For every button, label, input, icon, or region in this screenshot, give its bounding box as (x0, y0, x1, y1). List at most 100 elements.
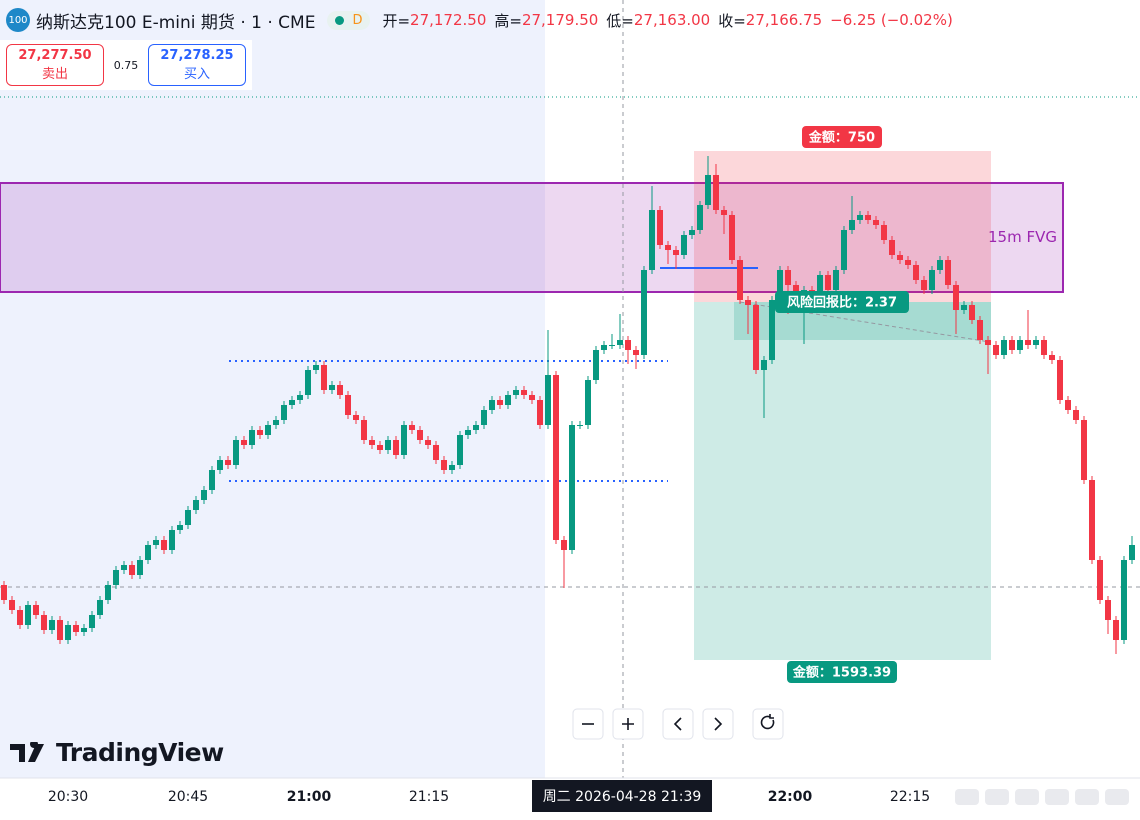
candle-body (249, 430, 255, 445)
axis-watermark (1105, 789, 1129, 805)
toolbar-button[interactable] (752, 708, 784, 740)
candle-body (57, 620, 63, 640)
candle-body (969, 305, 975, 320)
header: 100 纳斯达克100 E-mini 期货 · 1 · CME D 开= 27,1… (0, 0, 1140, 40)
candle-body (105, 585, 111, 600)
symbol-title[interactable]: 纳斯达克100 E-mini 期货 · 1 · CME (36, 12, 316, 33)
candle-body (905, 260, 911, 265)
candle-body (441, 460, 447, 470)
status[interactable]: D (327, 10, 371, 30)
candle-body (433, 445, 439, 460)
position-label-box (787, 661, 897, 683)
candle-body (1049, 355, 1055, 360)
candle-body (777, 270, 783, 300)
toolbar-button[interactable] (702, 708, 734, 740)
candle-body (529, 395, 535, 400)
candle-body (929, 270, 935, 290)
candle-body (161, 540, 167, 550)
position-label-box (802, 126, 882, 148)
candle-body (409, 425, 415, 430)
brand-icon (10, 741, 44, 762)
symbol-badge: 100 (6, 8, 30, 32)
candle-body (985, 340, 991, 345)
candle-body (785, 270, 791, 285)
candle-body (601, 345, 607, 350)
candle-body (321, 365, 327, 390)
candle-body (193, 500, 199, 510)
candle-body (473, 425, 479, 430)
candle-body (65, 625, 71, 640)
candle-body (617, 340, 623, 345)
candle-body (481, 410, 487, 425)
candle-body (25, 605, 31, 625)
candle-body (121, 565, 127, 570)
status-text: D (352, 12, 363, 28)
position-label: 风险回报比：2.37 (787, 295, 897, 311)
candle-body (1065, 400, 1071, 410)
candle-body (257, 430, 263, 435)
candle-body (369, 440, 375, 445)
candle-body (609, 345, 615, 346)
candle-body (41, 615, 47, 630)
candle-body (1001, 340, 1007, 355)
candle-body (1089, 480, 1095, 560)
candle-body (497, 400, 503, 405)
candle-body (681, 235, 687, 255)
candle-body (1017, 340, 1023, 350)
x-tick-label: 22:00 (768, 789, 813, 805)
candle-body (145, 545, 151, 560)
candle-body (225, 460, 231, 465)
candle-body (849, 220, 855, 230)
brand: TradingView (10, 738, 224, 767)
candle-body (17, 610, 23, 625)
axis-watermark (1045, 789, 1069, 805)
sell-label: 卖出 (41, 67, 68, 82)
toolbar-icon (760, 714, 775, 730)
candle-body (993, 345, 999, 355)
candle-body (185, 510, 191, 525)
target-zone (694, 302, 991, 660)
buy-button[interactable]: 27,278.25 买入 (148, 44, 246, 86)
fvg-label: 15m FVG (988, 228, 1057, 246)
candle-body (1105, 600, 1111, 620)
axis-watermark (1015, 789, 1039, 805)
candle-body (593, 350, 599, 380)
candle-body (337, 385, 343, 395)
candle-body (921, 280, 927, 290)
sell-button[interactable]: 27,277.50 卖出 (6, 44, 104, 86)
spread: 0.75 (113, 58, 139, 72)
candle-body (81, 628, 87, 632)
candle-body (705, 175, 711, 205)
ohlc-value: 27,163.00 (633, 11, 711, 29)
buy-price: 27,278.25 (160, 48, 234, 63)
candle-body (1129, 545, 1135, 560)
candle-body (457, 435, 463, 465)
candle-body (177, 525, 183, 530)
candle-body (769, 300, 775, 360)
candle-body (233, 440, 239, 465)
ohlc-label: 低= (606, 11, 634, 30)
candle-body (297, 395, 303, 400)
candle-body (721, 210, 727, 215)
toolbar-button[interactable] (662, 708, 694, 740)
x-tick-label: 20:30 (48, 789, 88, 805)
candle-body (305, 370, 311, 395)
candle-body (377, 445, 383, 450)
candle-body (425, 440, 431, 445)
ohlc-value: 27,166.75 (745, 11, 823, 29)
candle-body (289, 400, 295, 405)
candle-body (89, 615, 95, 628)
candle-body (393, 440, 399, 455)
candle-body (153, 540, 159, 545)
crosshair-label: 周二 2026-04-28 21:39 (543, 789, 702, 805)
candle-body (953, 285, 959, 310)
ohlc-label: 收= (718, 11, 746, 30)
candle-body (465, 430, 471, 435)
candle-body (625, 340, 631, 350)
candle-body (977, 320, 983, 340)
candle-body (753, 305, 759, 370)
toolbar-icon (714, 717, 723, 731)
ohlc-label: 开= (382, 11, 411, 30)
buy-label: 买入 (183, 67, 210, 82)
candle-body (49, 620, 55, 630)
